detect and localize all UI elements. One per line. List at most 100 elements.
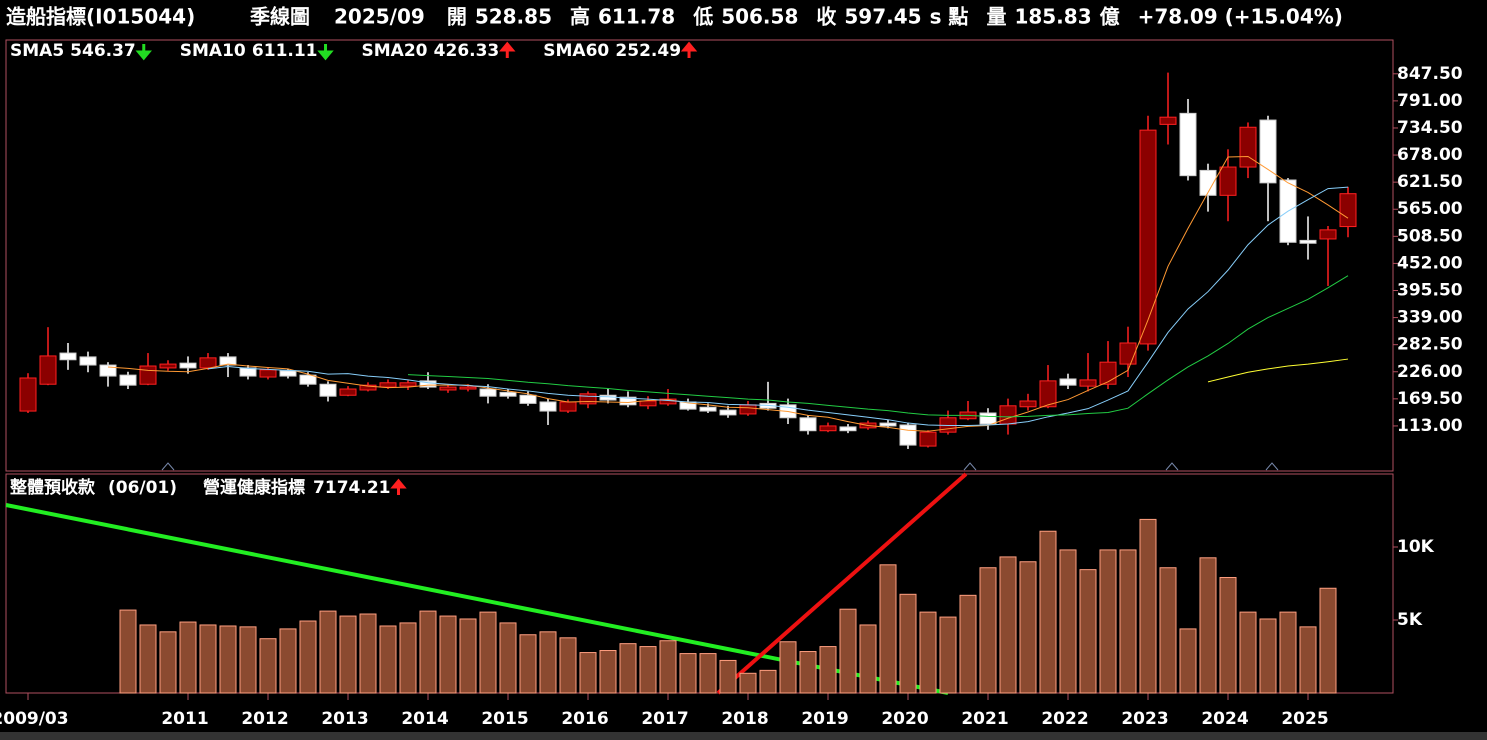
y-tick-label: 508.50 bbox=[1397, 226, 1463, 246]
trend-arrow bbox=[390, 478, 407, 495]
bar bbox=[1279, 611, 1297, 694]
candle-body bbox=[99, 364, 117, 377]
bar bbox=[1179, 628, 1197, 694]
legend-name: SMA60 bbox=[543, 41, 609, 61]
legend-value: 426.33 bbox=[434, 41, 500, 61]
quote-value: 611.78 bbox=[598, 5, 675, 29]
x-tick-label: 2015 bbox=[481, 709, 528, 729]
candle-body bbox=[919, 431, 937, 447]
bar bbox=[399, 622, 417, 694]
x-tick-label: 2024 bbox=[1201, 709, 1248, 729]
bar bbox=[659, 640, 677, 694]
candle-body bbox=[1299, 239, 1317, 244]
marker bbox=[161, 462, 175, 471]
bar bbox=[479, 611, 497, 694]
candle-body bbox=[219, 356, 237, 366]
quote-label: 量 bbox=[986, 5, 1006, 29]
bar bbox=[1019, 561, 1037, 694]
bar bbox=[779, 641, 797, 694]
quote-label: 開 bbox=[447, 5, 467, 29]
candle-body bbox=[319, 383, 337, 397]
trend-arrow bbox=[135, 44, 152, 61]
bar bbox=[1319, 587, 1337, 694]
bar bbox=[579, 652, 597, 694]
bar bbox=[139, 624, 157, 694]
legend-name: SMA10 bbox=[180, 41, 246, 61]
sma-line bbox=[107, 155, 1349, 432]
change: +78.09 (+15.04%) bbox=[1138, 5, 1343, 29]
instrument-name: 造船指標(I015044) bbox=[6, 5, 195, 29]
candle-body bbox=[819, 425, 837, 432]
candle-body bbox=[179, 362, 197, 369]
candle-body bbox=[59, 352, 77, 361]
bar bbox=[639, 646, 657, 694]
sma-line bbox=[407, 275, 1349, 418]
bar bbox=[919, 611, 937, 694]
candle-body bbox=[159, 363, 177, 369]
y-tick-label: 395.50 bbox=[1397, 280, 1463, 300]
bar bbox=[259, 638, 277, 694]
bar bbox=[339, 615, 357, 694]
quote-label: 收 bbox=[816, 5, 836, 29]
x-tick-label: 2025 bbox=[1281, 709, 1328, 729]
bar bbox=[799, 651, 817, 694]
candle-body bbox=[1179, 112, 1197, 177]
bar bbox=[859, 624, 877, 694]
bar bbox=[679, 653, 697, 694]
candle-body bbox=[599, 394, 617, 401]
candle-body bbox=[699, 406, 717, 412]
quote-value: 597.45 bbox=[844, 5, 921, 29]
candle-body bbox=[79, 356, 97, 366]
bar bbox=[1199, 557, 1217, 694]
x-tick-label: 2017 bbox=[641, 709, 688, 729]
bar bbox=[199, 624, 217, 694]
x-tick-label: 2018 bbox=[721, 709, 768, 729]
candle-body bbox=[519, 394, 537, 404]
bar bbox=[879, 564, 897, 694]
quote-label: 低 bbox=[692, 5, 713, 29]
candle-body bbox=[559, 401, 577, 412]
x-tick-label: 2020 bbox=[881, 709, 928, 729]
candle-body bbox=[339, 388, 357, 396]
quote-unit: 億 bbox=[1100, 5, 1120, 29]
bar bbox=[819, 646, 837, 694]
y-tick-label: 339.00 bbox=[1397, 308, 1463, 328]
candle-body bbox=[1019, 400, 1037, 408]
bar bbox=[719, 659, 737, 694]
bar bbox=[279, 628, 297, 694]
candle-body bbox=[399, 382, 417, 387]
sma-line bbox=[207, 186, 1349, 426]
candle-body bbox=[639, 400, 657, 407]
markers bbox=[161, 462, 1279, 471]
bar bbox=[1219, 577, 1237, 694]
candle-body bbox=[359, 384, 377, 391]
y-tick-label: 734.50 bbox=[1397, 118, 1463, 138]
candle-body bbox=[419, 380, 437, 388]
y-tick-label: 10K bbox=[1397, 537, 1435, 557]
bar bbox=[979, 567, 997, 694]
candle-body bbox=[279, 370, 297, 377]
candle-body bbox=[1199, 169, 1217, 196]
bar bbox=[559, 637, 577, 694]
trend-arrow bbox=[317, 44, 334, 61]
bar bbox=[739, 672, 757, 694]
candle-body bbox=[39, 355, 57, 385]
bar bbox=[519, 634, 537, 694]
bar bbox=[119, 609, 137, 694]
candle-body bbox=[839, 426, 857, 432]
candle-body bbox=[1039, 380, 1057, 408]
bar bbox=[359, 613, 377, 694]
bar bbox=[1259, 618, 1277, 694]
y-tick-label: 565.00 bbox=[1397, 199, 1463, 219]
quote-value: 185.83 bbox=[1014, 5, 1091, 29]
bar bbox=[499, 622, 517, 694]
candle-body bbox=[19, 377, 37, 412]
y-tick-label: 282.50 bbox=[1397, 335, 1463, 355]
price-panel bbox=[5, 39, 1394, 472]
sma-line bbox=[1207, 358, 1349, 383]
candle-body bbox=[459, 386, 477, 390]
x-tick-label: 2013 bbox=[321, 709, 368, 729]
legend-name: SMA5 bbox=[10, 41, 64, 61]
candle-body bbox=[999, 405, 1017, 425]
